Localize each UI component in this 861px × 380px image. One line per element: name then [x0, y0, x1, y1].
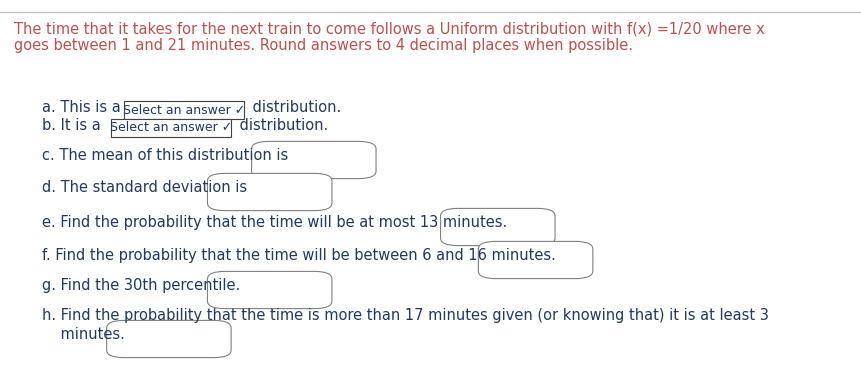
Text: Select an answer ✓: Select an answer ✓	[110, 122, 232, 135]
Text: a. This is a: a. This is a	[42, 100, 125, 115]
Text: The time that it takes for the next train to come follows a Uniform distribution: The time that it takes for the next trai…	[14, 22, 764, 37]
Text: distribution.: distribution.	[248, 100, 341, 115]
Text: e. Find the probability that the time will be at most 13 minutes.: e. Find the probability that the time wi…	[42, 215, 511, 230]
Text: b. It is a: b. It is a	[42, 118, 105, 133]
Text: minutes.: minutes.	[42, 327, 129, 342]
Text: goes between 1 and 21 minutes. Round answers to 4 decimal places when possible.: goes between 1 and 21 minutes. Round ans…	[14, 38, 632, 53]
Text: distribution.: distribution.	[235, 118, 328, 133]
Text: Select an answer ✓: Select an answer ✓	[122, 103, 245, 117]
Text: d. The standard deviation is: d. The standard deviation is	[42, 180, 251, 195]
Text: g. Find the 30th percentile.: g. Find the 30th percentile.	[42, 278, 245, 293]
Text: c. The mean of this distribution is: c. The mean of this distribution is	[42, 148, 293, 163]
Text: h. Find the probability that the time is more than 17 minutes given (or knowing : h. Find the probability that the time is…	[42, 308, 768, 323]
Text: f. Find the probability that the time will be between 6 and 16 minutes.: f. Find the probability that the time wi…	[42, 248, 560, 263]
